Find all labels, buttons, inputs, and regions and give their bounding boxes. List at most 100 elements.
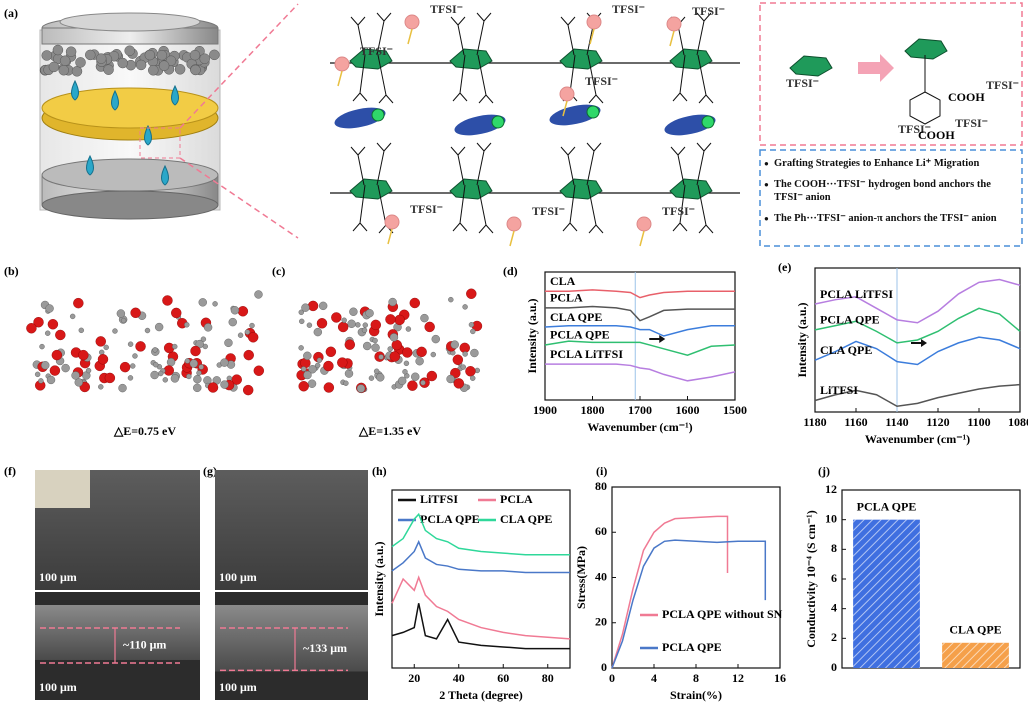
y-tick-label: 4	[831, 600, 837, 614]
atom	[33, 317, 44, 328]
particle	[58, 64, 70, 76]
atom	[303, 370, 312, 380]
li-droplet	[144, 124, 152, 146]
side-chain	[677, 154, 685, 186]
particle	[41, 50, 53, 61]
atom	[38, 378, 44, 384]
energy-label: △E=1.35 eV	[358, 424, 421, 438]
acetyl	[560, 146, 576, 156]
acetyl	[350, 146, 366, 156]
atom	[228, 317, 237, 327]
atom	[313, 327, 323, 337]
atom	[347, 319, 356, 328]
x-tick-label: 1800	[581, 403, 605, 417]
anchor-bond	[589, 28, 595, 45]
tfsi-label: TFSI⁻	[662, 204, 695, 218]
acetyl	[672, 222, 688, 232]
anode-bottom	[41, 190, 219, 220]
side-chain	[459, 54, 466, 94]
grafting-arrow	[858, 54, 894, 82]
acetyl	[352, 92, 368, 102]
series-label: PCLA LiTFSI	[550, 347, 623, 361]
atom	[361, 327, 368, 333]
particle	[209, 49, 220, 61]
li-ion	[371, 108, 385, 122]
atom	[184, 358, 191, 364]
cooh-label: COOH	[948, 90, 985, 104]
atom	[371, 343, 380, 352]
atom	[452, 354, 464, 365]
bar-hatch	[942, 642, 1009, 668]
atom	[341, 317, 347, 323]
atom	[407, 380, 418, 391]
atom	[184, 322, 190, 328]
side-chain	[697, 54, 707, 96]
tfsi-label: TFSI⁻	[986, 78, 1019, 92]
li-droplet	[71, 79, 79, 101]
atom	[460, 364, 466, 370]
atom	[403, 360, 410, 367]
y-tick-label: 8	[831, 541, 837, 555]
y-tick-label: 10	[825, 511, 837, 525]
anchor-bond	[639, 230, 645, 247]
atom	[308, 365, 317, 374]
side-chain	[459, 184, 466, 224]
y-tick-label: 0	[601, 660, 607, 674]
bar-category: PCLA QPE	[857, 499, 917, 513]
atom	[244, 329, 251, 335]
tfsi-anion	[559, 86, 575, 102]
series-label: CLA QPE	[820, 343, 872, 357]
atom	[385, 314, 396, 325]
panel-label: (h)	[372, 464, 387, 478]
x-tick-label: 4	[651, 671, 657, 685]
acetyl	[452, 222, 468, 232]
x-tick-label: 0	[609, 671, 615, 685]
atom	[331, 312, 342, 323]
atom	[470, 375, 476, 381]
atom	[420, 313, 429, 323]
atom	[355, 322, 361, 328]
side-chain	[586, 150, 595, 186]
shift-arrow	[649, 335, 666, 343]
atom	[430, 351, 436, 358]
atom	[303, 351, 312, 361]
scale-bar: 100 μm	[219, 680, 257, 694]
atom	[69, 313, 76, 320]
acetyl	[376, 142, 392, 152]
anchor-bond	[562, 100, 568, 117]
atom	[207, 382, 219, 393]
panel-label: (a)	[4, 6, 18, 20]
acetyl	[696, 12, 712, 22]
shift-arrow	[911, 339, 927, 347]
atom	[387, 346, 393, 352]
tfsi-anion	[506, 216, 522, 232]
atom	[196, 370, 202, 376]
panel-label: (i)	[596, 464, 607, 478]
atom	[193, 383, 202, 393]
atom	[127, 341, 134, 347]
atom	[230, 306, 240, 315]
side-chain	[696, 150, 705, 186]
atom	[98, 384, 104, 390]
particle	[59, 55, 71, 67]
tfsi-label: TFSI⁻	[585, 74, 618, 88]
atom	[135, 341, 146, 352]
panel-label: (e)	[778, 260, 791, 274]
glucose-ring	[559, 48, 603, 70]
particle	[85, 49, 96, 61]
acetyl	[376, 12, 392, 22]
atom	[462, 351, 468, 357]
scale-bar: 100 μm	[219, 570, 257, 584]
cooh-label: COOH	[918, 128, 955, 142]
atom	[420, 380, 426, 386]
acetyl	[350, 16, 366, 26]
atom	[51, 349, 63, 361]
li-ion	[701, 115, 715, 129]
atom	[298, 381, 309, 392]
tfsi-anion	[636, 216, 652, 232]
series-label: CLA	[550, 274, 576, 288]
particle	[190, 64, 201, 76]
atom	[186, 373, 192, 380]
legend-label: PCLA QPE	[420, 512, 480, 526]
